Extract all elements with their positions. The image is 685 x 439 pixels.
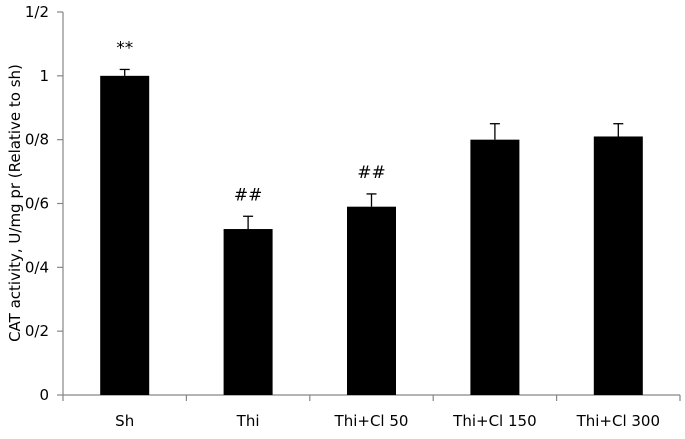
x-tick-label: Thi+Cl 300 — [576, 412, 660, 430]
significance-label: ## — [357, 163, 386, 183]
x-tick-label: Sh — [115, 412, 134, 430]
y-tick-label: 0/4 — [25, 258, 49, 276]
y-tick-label: 0/8 — [25, 131, 49, 149]
y-tick-label: 0/2 — [25, 322, 49, 340]
significance-label: ## — [234, 185, 263, 205]
significance-label: ** — [116, 38, 133, 58]
x-tick-label: Thi+Cl 150 — [452, 412, 536, 430]
plot-area: 0 0/2 0/4 0/6 0/8 1 1/2 Sh ** Thi ## Thi+Cl 50 ## Thi… — [25, 3, 681, 430]
y-tick-label: 0/6 — [25, 195, 49, 213]
y-tick-label: 0 — [39, 386, 49, 404]
bar — [347, 206, 396, 395]
y-axis-title: CAT activity, U/mg pr (Relative to sh) — [6, 64, 24, 342]
bar — [100, 75, 150, 395]
bar — [593, 136, 643, 395]
bar — [470, 139, 520, 395]
y-tick-label: 1 — [39, 67, 49, 85]
bar — [223, 229, 273, 395]
x-tick-label: Thi+Cl 50 — [334, 412, 409, 430]
y-tick-label: 1/2 — [25, 3, 49, 21]
x-tick-label: Thi — [236, 412, 260, 430]
